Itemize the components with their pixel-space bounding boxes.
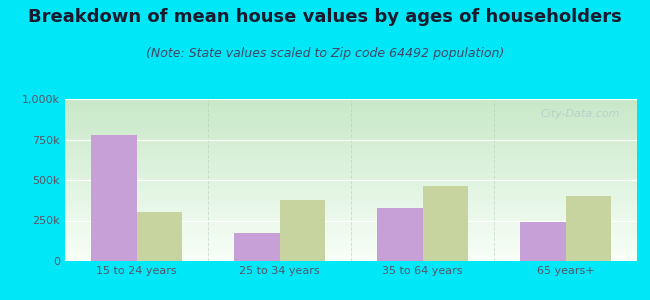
Bar (422, 187, 468, 261)
Bar (234, 233, 280, 261)
Bar (136, 212, 182, 261)
Text: (Note: State values scaled to Zip code 64492 population): (Note: State values scaled to Zip code 6… (146, 46, 504, 59)
Bar (91, 136, 136, 261)
Bar (377, 208, 423, 261)
Bar (520, 222, 566, 261)
Bar (566, 196, 611, 261)
Text: Breakdown of mean house values by ages of householders: Breakdown of mean house values by ages o… (28, 8, 622, 26)
Text: City-Data.com: City-Data.com (540, 109, 620, 119)
Bar (280, 200, 325, 261)
